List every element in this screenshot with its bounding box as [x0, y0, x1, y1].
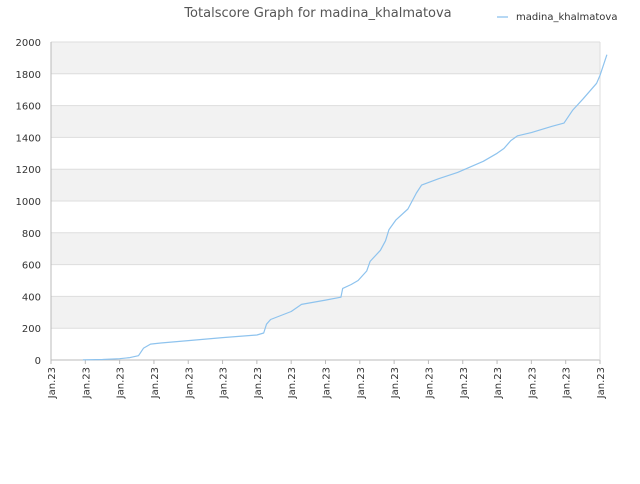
- y-tick-label: 800: [22, 229, 41, 240]
- grid-band: [51, 296, 600, 329]
- series-layer: [82, 54, 608, 361]
- legend-label-madina-khalmatova: madina_khalmatova: [516, 12, 617, 23]
- y-tick-label: 1400: [16, 133, 41, 144]
- background-bands: [51, 42, 600, 329]
- y-tick-label: 600: [22, 261, 41, 272]
- x-tick-label: Jan.23: [562, 367, 573, 399]
- x-tick-label: Jan.23: [493, 367, 504, 399]
- x-tick-label: Jan.23: [459, 367, 470, 399]
- y-tick-label: 2000: [16, 38, 41, 49]
- x-tick-label: Jan.23: [81, 367, 92, 399]
- legend[interactable]: madina_khalmatova: [497, 12, 617, 23]
- x-tick-label: Jan.23: [287, 367, 298, 399]
- grid-band: [51, 169, 600, 201]
- y-tick-label: 1800: [16, 70, 41, 81]
- y-tick-labels: 0 200 400 600 800 1000 1200 1400 1600 1800 2000: [16, 38, 41, 367]
- y-tick-label: 400: [22, 292, 41, 303]
- x-tick-label: Jan.23: [253, 367, 264, 399]
- y-tick-label: 1200: [16, 165, 41, 176]
- x-tick-label: Jan.23: [356, 367, 367, 399]
- x-tick-labels: Jan.23 Jan.23 Jan.23 Jan.23 Jan.23 Jan.23 Jan.…: [47, 367, 607, 399]
- x-tick-label: Jan.23: [219, 367, 230, 399]
- y-tick-label: 1000: [16, 197, 41, 208]
- y-tick-label: 1600: [16, 102, 41, 113]
- x-tick-label: Jan.23: [596, 367, 607, 399]
- grid-band: [51, 232, 600, 265]
- x-tick-label: Jan.23: [424, 367, 435, 399]
- y-tick-label: 200: [22, 324, 41, 335]
- chart-title: Totalscore Graph for madina_khalmatova: [183, 6, 451, 21]
- x-tick-label: Jan.23: [527, 367, 538, 399]
- gridlines: [51, 41, 600, 361]
- grid-band: [51, 42, 600, 74]
- x-tick-label: Jan.23: [47, 367, 58, 399]
- grid-band: [51, 105, 600, 138]
- x-tick-label: Jan.23: [390, 367, 401, 399]
- x-tick-label: Jan.23: [116, 367, 127, 399]
- axes: [50, 42, 601, 364]
- x-tick-label: Jan.23: [150, 367, 161, 399]
- x-tick-label: Jan.23: [322, 367, 333, 399]
- x-tick-label: Jan.23: [184, 367, 195, 399]
- y-tick-label: 0: [35, 356, 41, 367]
- series-line-madina-khalmatova: [82, 54, 608, 361]
